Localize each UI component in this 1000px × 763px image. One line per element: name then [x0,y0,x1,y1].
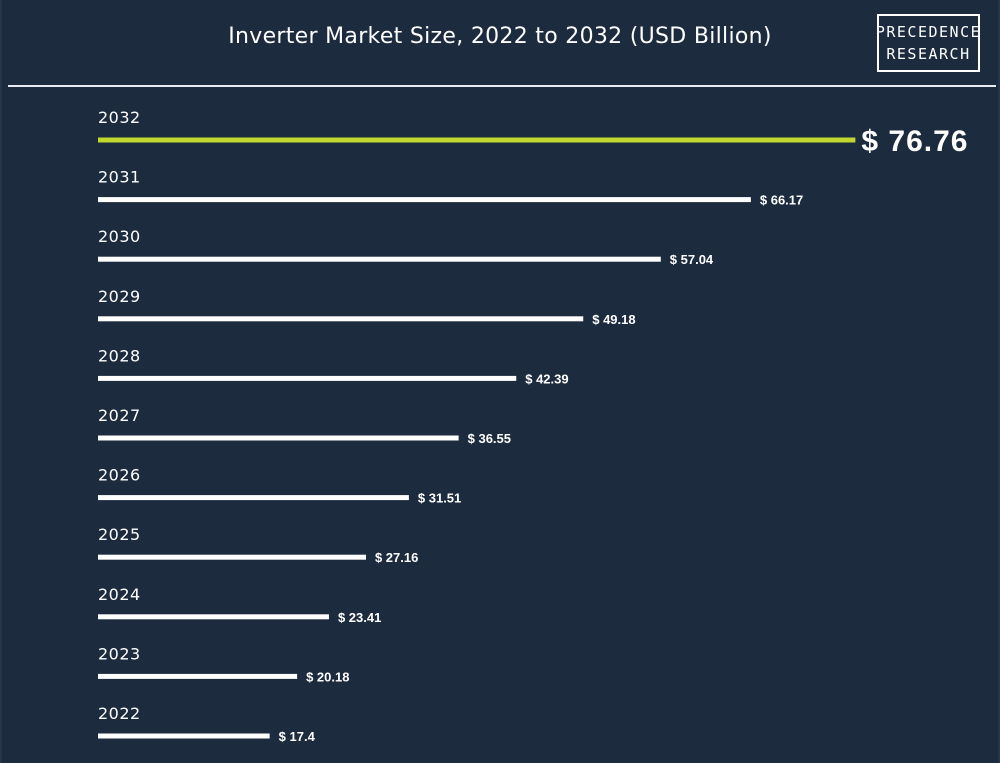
category-label-2028: 2028 [98,346,141,365]
bar-2028 [98,375,517,381]
logo-line-1: PRECEDENCE [875,23,982,41]
value-label-2029: $ 49.18 [592,312,635,327]
category-label-2027: 2027 [98,406,141,425]
value-label-2024: $ 23.41 [338,610,381,625]
value-label-2022: $ 17.4 [279,729,316,744]
bar-2026 [98,495,409,501]
bar-2029 [98,316,584,322]
precedence-research-logo: PRECEDENCE RESEARCH [875,14,982,72]
category-label-2032: 2032 [98,108,141,127]
title-divider [8,85,996,87]
value-label-2023: $ 20.18 [306,669,349,684]
bar-2031 [98,197,751,203]
value-label-2032: $ 76.76 [861,125,968,158]
bar-2022 [98,733,270,739]
category-label-2022: 2022 [98,704,141,723]
bar-2032 [98,137,856,143]
category-label-2024: 2024 [98,585,141,604]
value-label-2030: $ 57.04 [670,252,714,267]
category-label-2026: 2026 [98,466,141,485]
category-label-2023: 2023 [98,644,141,663]
value-label-2025: $ 27.16 [375,550,418,565]
bar-2030 [98,256,661,262]
category-label-2031: 2031 [98,168,141,187]
value-label-2026: $ 31.51 [418,491,461,506]
bar-2027 [98,435,459,441]
bar-2024 [98,614,329,620]
logo-line-2: RESEARCH [886,45,971,63]
chart-title: Inverter Market Size, 2022 to 2032 (USD … [228,24,772,49]
category-label-2030: 2030 [98,227,141,246]
value-label-2027: $ 36.55 [468,431,511,446]
bar-2025 [98,554,366,560]
bar-2023 [98,673,298,679]
value-label-2031: $ 66.17 [760,193,803,208]
value-label-2028: $ 42.39 [525,371,568,386]
category-label-2025: 2025 [98,525,141,544]
category-label-2029: 2029 [98,287,141,306]
